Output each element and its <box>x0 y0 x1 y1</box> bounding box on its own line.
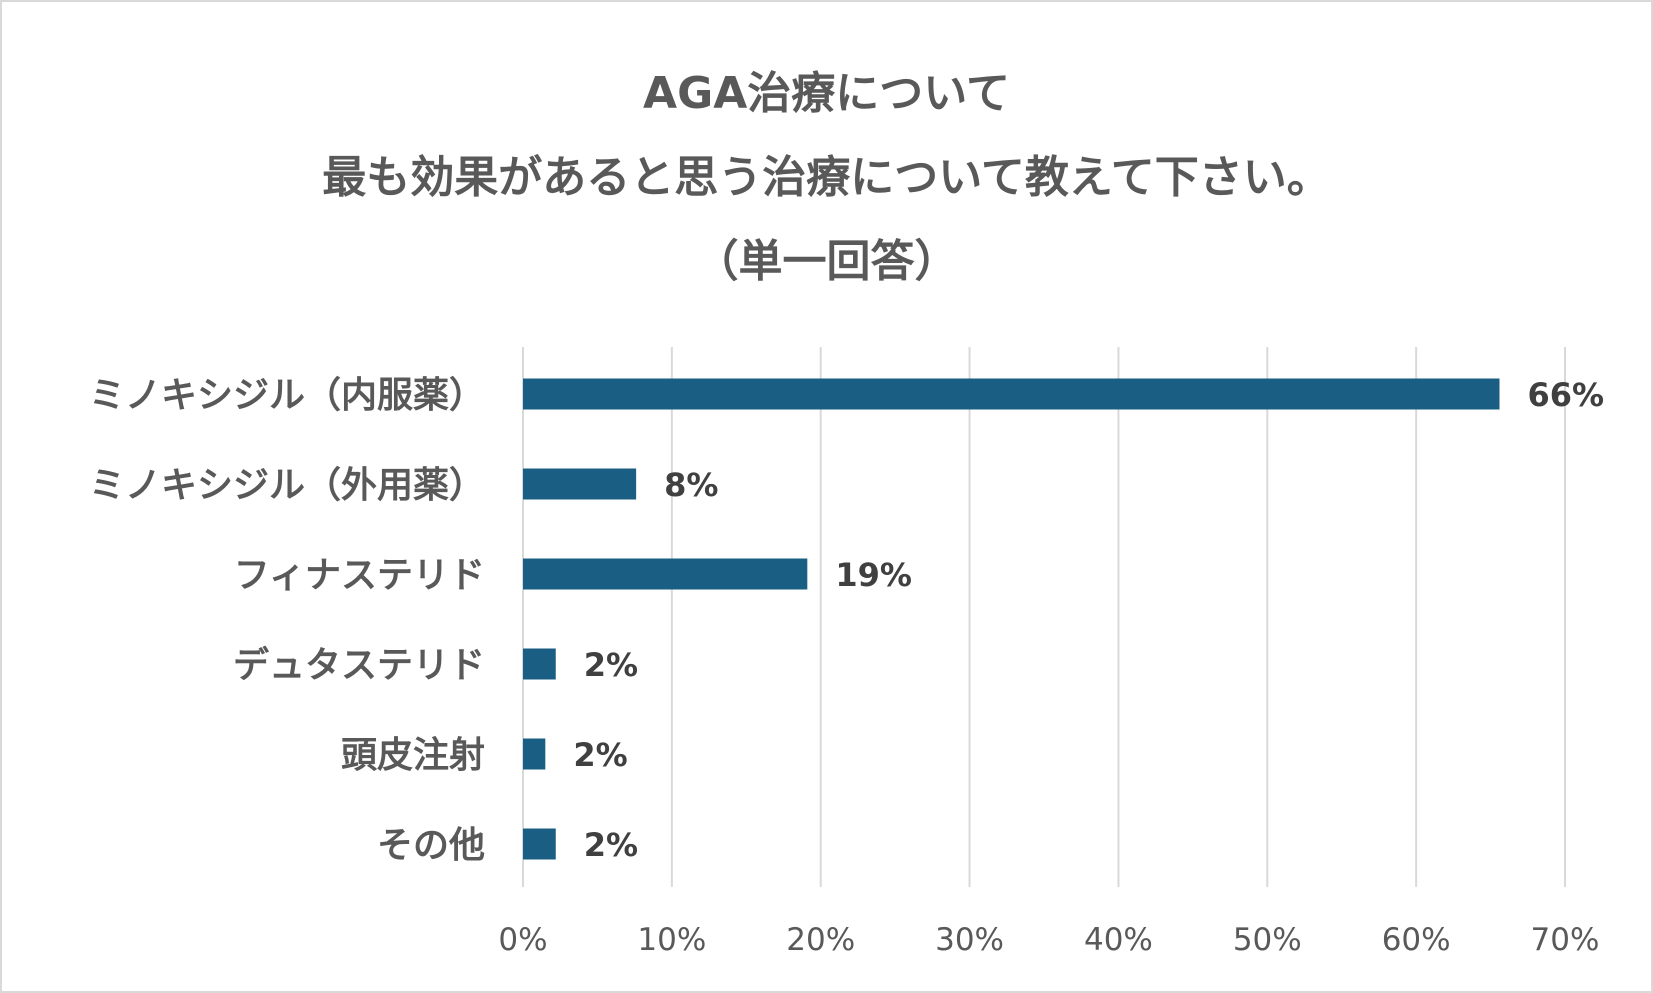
x-tick-label: 20% <box>786 922 855 958</box>
data-label: 8% <box>664 466 718 504</box>
chart-title: AGA治療について 最も効果があると思う治療について教えて下さい。 （単一回答） <box>2 52 1651 304</box>
data-label: 19% <box>835 556 912 594</box>
bar <box>523 378 1500 410</box>
bar <box>523 738 546 770</box>
category-label: デュタステリド <box>233 644 485 686</box>
category-label: ミノキシジル（外用薬） <box>89 465 485 506</box>
chart-title-line-1: AGA治療について <box>643 68 1010 119</box>
x-tick-label: 60% <box>1382 922 1451 958</box>
category-label: フィナステリド <box>234 555 485 596</box>
category-label: 頭皮注射 <box>341 735 485 776</box>
x-tick-label: 30% <box>935 922 1004 958</box>
x-tick-label: 70% <box>1531 922 1600 958</box>
data-label: 2% <box>573 736 627 774</box>
x-tick-label: 40% <box>1084 922 1153 958</box>
chart-title-line-3: （単一回答） <box>694 236 959 287</box>
bar <box>523 558 808 590</box>
category-label: その他 <box>377 825 485 866</box>
data-label: 66% <box>1528 376 1605 414</box>
data-label: 2% <box>584 826 638 864</box>
chart-title-line-2: 最も効果があると思う治療について教えて下さい。 <box>322 152 1331 203</box>
x-tick-label: 50% <box>1233 922 1302 958</box>
bar <box>523 648 556 680</box>
x-tick-label: 10% <box>637 922 706 958</box>
x-tick-label: 0% <box>498 922 547 958</box>
bar <box>523 828 556 860</box>
category-label: ミノキシジル（内服薬） <box>89 375 485 416</box>
bar <box>523 468 637 500</box>
data-label: 2% <box>584 646 638 684</box>
